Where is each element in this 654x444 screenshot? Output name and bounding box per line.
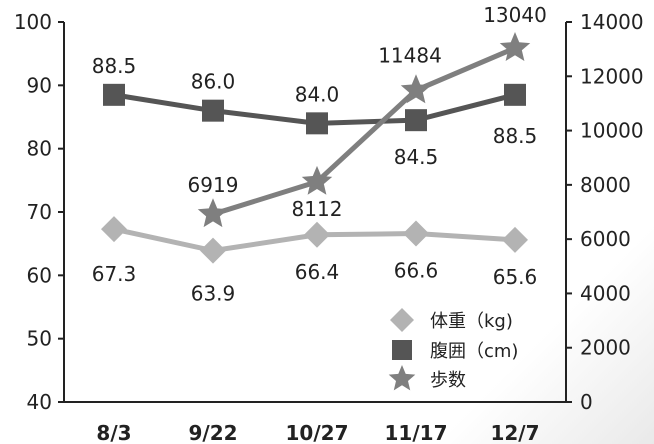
left-axis-tick-label: 50 bbox=[27, 327, 52, 351]
data-label: 88.5 bbox=[92, 54, 137, 78]
data-label: 88.5 bbox=[493, 124, 538, 148]
data-point-square bbox=[202, 99, 224, 122]
right-axis-tick-label: 0 bbox=[580, 390, 593, 414]
data-point-star bbox=[499, 32, 531, 61]
data-point-diamond bbox=[101, 216, 127, 243]
x-axis-tick-label: 10/27 bbox=[286, 421, 349, 444]
data-point-square bbox=[504, 83, 526, 106]
data-label: 84.5 bbox=[394, 145, 439, 169]
data-point-star bbox=[301, 165, 333, 195]
right-axis-tick-label: 2000 bbox=[580, 336, 631, 360]
right-axis-tick-label: 6000 bbox=[580, 227, 631, 251]
data-point-square bbox=[103, 83, 125, 106]
data-label: 6919 bbox=[188, 173, 239, 197]
left-axis-tick-label: 70 bbox=[27, 200, 52, 224]
left-axis-tick-label: 90 bbox=[27, 73, 52, 97]
x-axis-tick-label: 8/3 bbox=[96, 421, 131, 444]
legend-label: 歩数 bbox=[430, 370, 466, 391]
data-label: 66.4 bbox=[295, 260, 340, 284]
data-label: 84.0 bbox=[295, 82, 340, 106]
right-axis-tick-label: 4000 bbox=[580, 281, 631, 305]
left-axis-tick-label: 80 bbox=[27, 137, 52, 161]
right-axis-tick-label: 8000 bbox=[580, 173, 631, 197]
data-label: 11484 bbox=[378, 43, 442, 67]
data-label: 67.3 bbox=[92, 262, 137, 286]
legend-marker-star bbox=[388, 365, 416, 391]
data-label: 63.9 bbox=[191, 282, 236, 306]
left-axis-tick-label: 100 bbox=[14, 10, 52, 34]
right-axis-tick-label: 10000 bbox=[580, 119, 644, 143]
right-axis-tick-label: 14000 bbox=[580, 10, 644, 34]
legend-marker-square bbox=[392, 340, 412, 360]
legend-label: 腹囲（cm) bbox=[430, 341, 518, 362]
left-axis-tick-label: 60 bbox=[27, 263, 52, 287]
data-point-square bbox=[306, 112, 328, 135]
x-axis-tick-label: 12/7 bbox=[490, 421, 539, 444]
data-point-star bbox=[197, 198, 229, 228]
legend: 体重（kg) 腹囲（cm) 歩数 bbox=[388, 308, 518, 391]
legend-label: 体重（kg) bbox=[430, 311, 513, 332]
legend-marker-diamond bbox=[390, 308, 414, 332]
data-label: 66.6 bbox=[394, 259, 439, 283]
left-axis-tick-label: 40 bbox=[27, 390, 52, 414]
data-point-diamond bbox=[200, 237, 226, 264]
right-axis-tick-label: 12000 bbox=[580, 64, 644, 88]
data-label: 65.6 bbox=[493, 265, 538, 289]
data-point-diamond bbox=[502, 226, 528, 253]
x-axis-tick-label: 11/17 bbox=[385, 421, 448, 444]
x-axis-tick-label: 9/22 bbox=[188, 421, 237, 444]
series-line-3 bbox=[212, 45, 516, 217]
data-label: 13040 bbox=[483, 3, 547, 27]
data-point-square bbox=[405, 109, 427, 132]
data-label: 8112 bbox=[292, 197, 343, 221]
data-point-star bbox=[400, 74, 432, 104]
data-label: 86.0 bbox=[191, 70, 236, 94]
data-point-diamond bbox=[403, 220, 429, 247]
data-point-diamond bbox=[304, 221, 330, 248]
